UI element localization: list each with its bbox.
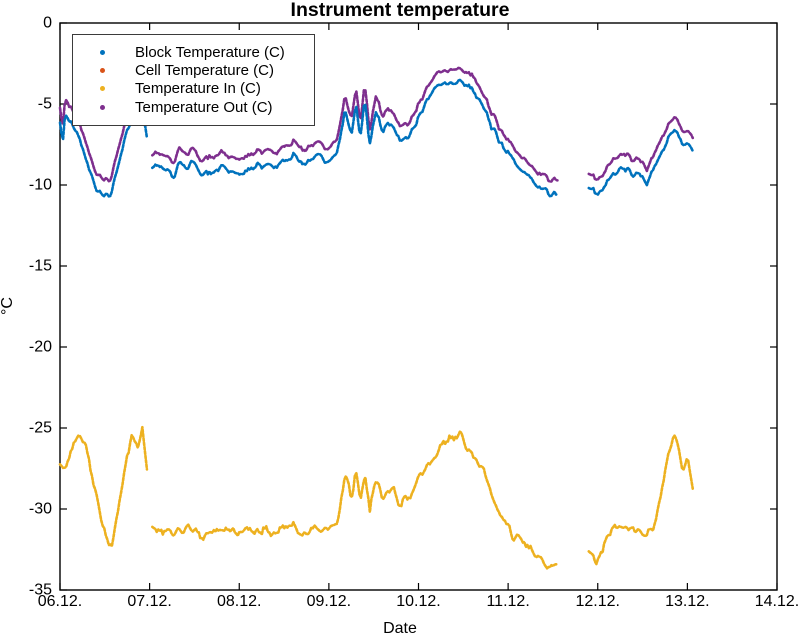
svg-text:14.12.: 14.12. [755,593,799,610]
svg-text:08.12.: 08.12. [217,593,261,610]
svg-text:-30: -30 [29,501,52,518]
svg-text:11.12.: 11.12. [486,593,529,610]
svg-text:0: 0 [43,15,52,32]
svg-text:12.12.: 12.12. [576,593,620,610]
svg-text:07.12.: 07.12. [127,593,171,610]
svg-text:-35: -35 [29,582,52,599]
svg-text:10.12.: 10.12. [396,593,440,610]
svg-text:-25: -25 [29,420,52,437]
svg-text:-5: -5 [38,96,52,113]
svg-text:13.12.: 13.12. [665,593,709,610]
svg-text:-20: -20 [29,339,52,356]
svg-text:09.12.: 09.12. [307,593,351,610]
svg-text:-10: -10 [29,177,52,194]
svg-text:-15: -15 [29,258,52,275]
